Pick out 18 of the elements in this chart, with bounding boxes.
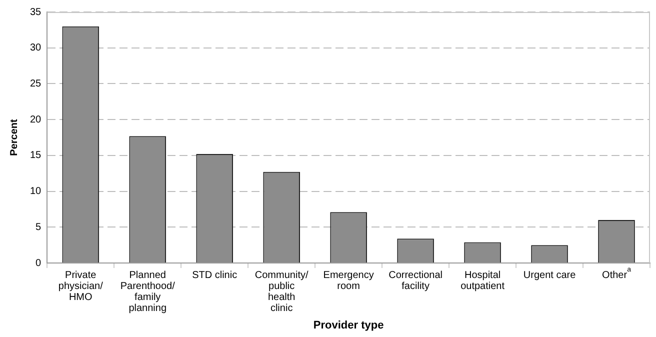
x-tick-label: Emergency room	[323, 270, 374, 292]
x-axis-title: Provider type	[313, 320, 384, 332]
y-tick-label: 0	[36, 258, 42, 269]
x-tick-label: Correctional facility	[388, 270, 443, 292]
y-tick-label: 10	[30, 186, 42, 198]
y-tick-label: 20	[30, 114, 42, 126]
x-tick-label: Planned Parenthood/family planning	[120, 270, 176, 314]
y-tick-label: 25	[30, 78, 42, 90]
y-axis-title: Percent	[8, 118, 20, 156]
x-tick-label: Hospital outpatient	[460, 270, 505, 292]
y-tick-label: 30	[30, 42, 42, 54]
y-tick-label: 35	[30, 6, 42, 18]
y-tick-label: 15	[30, 150, 42, 162]
x-tick-label: Urgent care	[523, 270, 576, 281]
x-tick-label: Community/public health clinic	[254, 270, 308, 314]
x-tick-label: STD clinic	[192, 270, 238, 281]
y-tick-label: 5	[36, 222, 42, 233]
x-tick-label: Private physician/HMO	[58, 270, 104, 303]
